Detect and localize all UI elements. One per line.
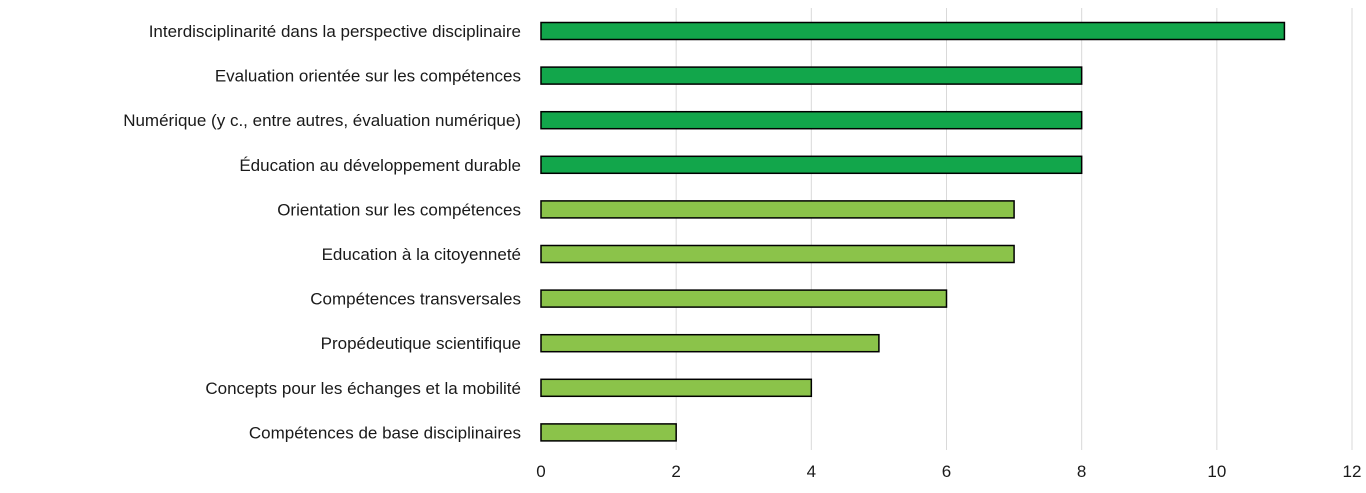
x-tick-label: 0 bbox=[536, 462, 545, 481]
category-label: Compétences transversales bbox=[310, 290, 521, 309]
x-tick-label: 2 bbox=[671, 462, 680, 481]
x-tick-label: 12 bbox=[1343, 462, 1362, 481]
x-tick-label: 6 bbox=[942, 462, 951, 481]
category-label: Concepts pour les échanges et la mobilit… bbox=[205, 379, 521, 398]
category-label: Propédeutique scientifique bbox=[321, 334, 521, 353]
bar bbox=[540, 289, 948, 308]
category-label: Evaluation orientée sur les compétences bbox=[215, 67, 521, 86]
category-label: Interdisciplinarité dans la perspective … bbox=[149, 22, 521, 41]
x-axis-tick-labels: 0 2 4 6 8 10 12 bbox=[536, 462, 1361, 481]
category-label: Orientation sur les compétences bbox=[277, 200, 521, 219]
bar bbox=[540, 244, 1015, 264]
bar bbox=[540, 155, 1083, 175]
category-label: Éducation au développement durable bbox=[239, 156, 521, 175]
bar bbox=[540, 333, 880, 353]
bars bbox=[540, 21, 1286, 442]
bar bbox=[540, 200, 1015, 219]
x-tick-label: 10 bbox=[1207, 462, 1226, 481]
category-label: Numérique (y c., entre autres, évaluatio… bbox=[123, 111, 521, 130]
category-label: Compétences de base disciplinaires bbox=[249, 423, 521, 442]
x-tick-label: 4 bbox=[807, 462, 816, 481]
x-tick-label: 8 bbox=[1077, 462, 1086, 481]
bar bbox=[540, 378, 813, 398]
bar bbox=[540, 66, 1083, 85]
category-label: Education à la citoyenneté bbox=[322, 245, 521, 264]
category-labels: Interdisciplinarité dans la perspective … bbox=[123, 22, 521, 442]
bar bbox=[540, 423, 677, 442]
bar bbox=[540, 110, 1083, 130]
bar bbox=[540, 21, 1286, 41]
